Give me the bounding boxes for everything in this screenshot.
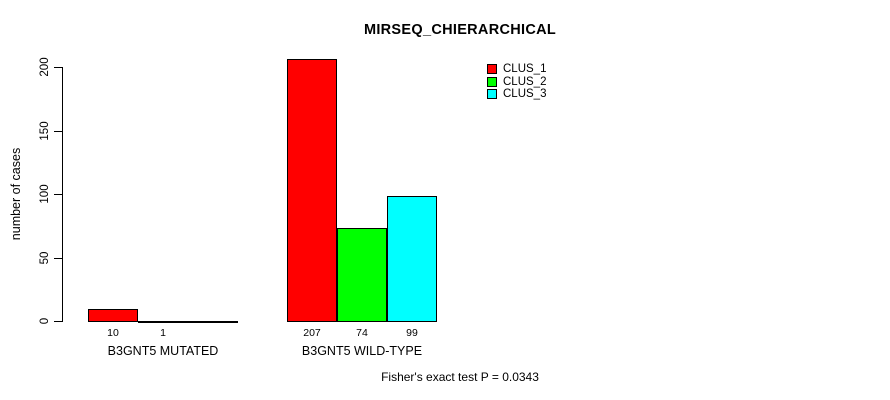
- y-tick: [54, 321, 62, 322]
- y-tick: [54, 258, 62, 259]
- legend: CLUS_1 CLUS_2 CLUS_3: [487, 63, 546, 101]
- legend-label: CLUS_3: [503, 88, 547, 101]
- legend-swatch: [487, 76, 497, 87]
- bar-value-label: 99: [406, 327, 418, 339]
- legend-swatch: [487, 89, 497, 100]
- annotation-fisher-test: Fisher's exact test P = 0.0343: [381, 370, 539, 384]
- chart-title: MIRSEQ_CHIERARCHICAL: [363, 22, 557, 38]
- bar-value-label: 207: [303, 327, 321, 339]
- bar: [138, 321, 188, 323]
- bar-value-label: 74: [356, 327, 368, 339]
- y-axis-line: [62, 67, 63, 322]
- bar: [88, 309, 138, 322]
- legend-label: CLUS_2: [503, 75, 547, 88]
- y-tick: [54, 194, 62, 195]
- legend-item: CLUS_2: [487, 76, 546, 89]
- y-tick-label: 100: [39, 184, 51, 204]
- legend-swatch: [487, 64, 497, 75]
- legend-label: CLUS_1: [503, 63, 547, 76]
- y-tick-label: 50: [39, 251, 51, 265]
- y-axis-label: number of cases: [9, 147, 23, 241]
- y-tick-label: 0: [39, 317, 51, 325]
- bar: [287, 59, 337, 322]
- legend-item: CLUS_3: [487, 88, 546, 101]
- group-label: B3GNT5 MUTATED: [107, 344, 219, 358]
- bar: [387, 196, 437, 322]
- y-tick-label: 200: [39, 57, 51, 77]
- legend-item: CLUS_1: [487, 63, 546, 76]
- group-label: B3GNT5 WILD-TYPE: [301, 344, 423, 358]
- bar-value-label: 10: [107, 327, 119, 339]
- bar-value-label: 1: [160, 327, 166, 339]
- y-tick-label: 150: [39, 121, 51, 141]
- y-tick: [54, 131, 62, 132]
- y-tick: [54, 67, 62, 68]
- bar: [188, 321, 238, 323]
- bar: [337, 228, 387, 322]
